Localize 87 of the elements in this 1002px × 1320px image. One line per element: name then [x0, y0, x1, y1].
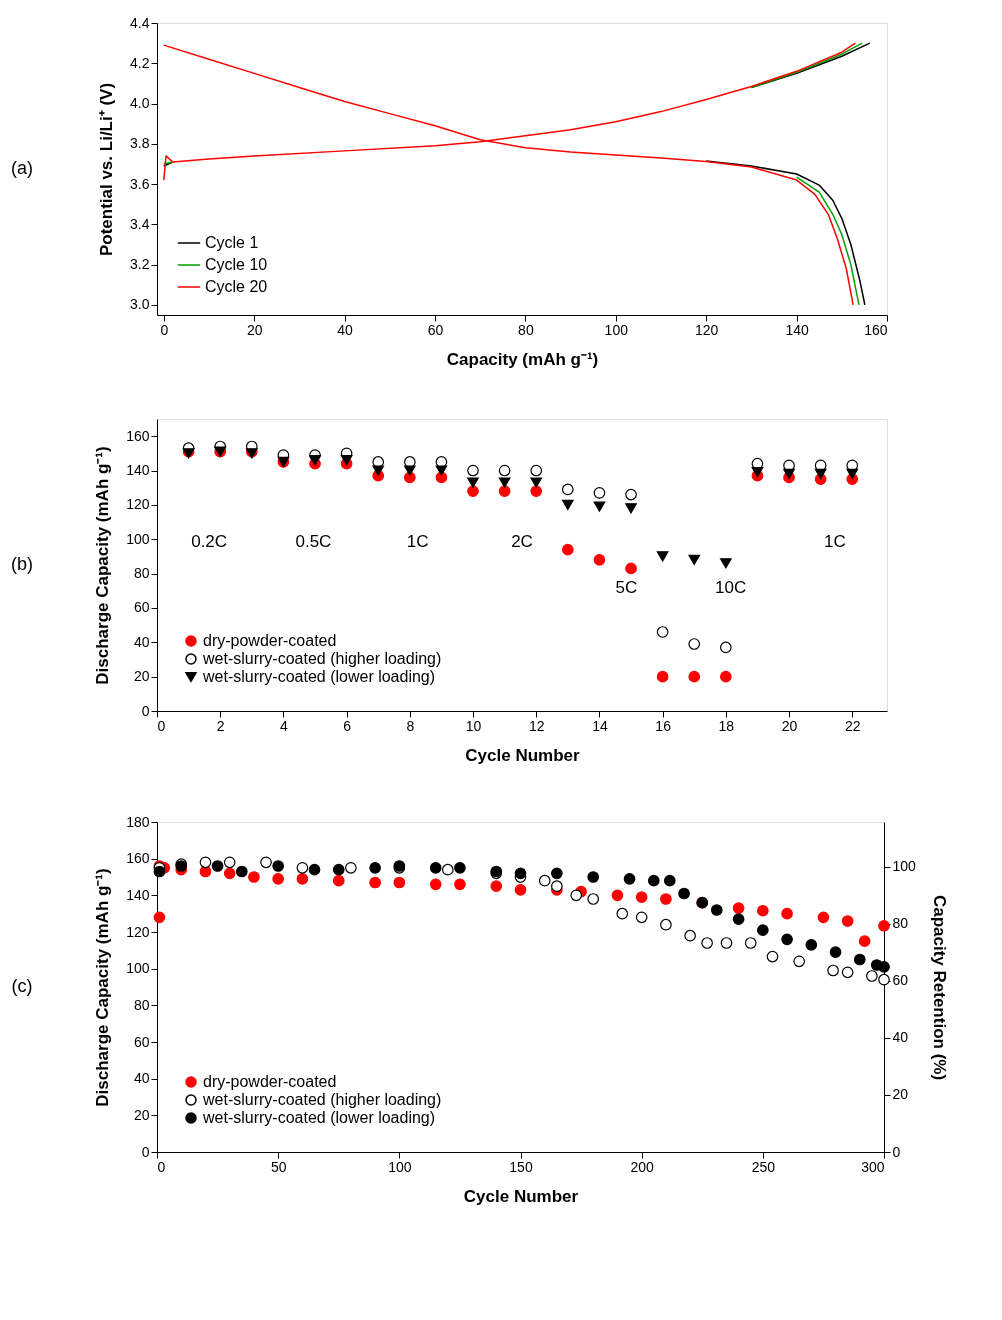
y-tick-label: 40 [133, 633, 150, 650]
x-tick-label: 0 [160, 321, 169, 338]
text: (a) [11, 158, 33, 178]
y-axis-title: Discharge Capacity (mAh g⁻¹) [93, 446, 113, 685]
x-tick-label: 160 [864, 321, 888, 338]
x-tick-label: 12 [528, 717, 545, 734]
x-tick-label: 60 [427, 321, 444, 338]
y-tick-label: 4.0 [130, 95, 150, 112]
y-tick-label: 0 [141, 1143, 150, 1160]
y-axis-title: Potential vs. Li/Li⁺ (V) [97, 82, 117, 257]
y2-tick-label: 60 [892, 972, 909, 989]
y-tick-label: 120 [126, 496, 150, 513]
y-tick-label: 3.6 [130, 175, 150, 192]
y-tick-label: 20 [133, 668, 150, 685]
y-tick-label: 60 [133, 599, 150, 616]
text: (b) [11, 554, 33, 574]
y-tick-label: 0 [141, 702, 150, 719]
x-tick-label: 4 [280, 717, 289, 734]
x-axis-title: Capacity (mAh g⁻¹) [446, 349, 599, 369]
y-tick-label: 80 [133, 565, 150, 582]
annotation: 5C [615, 577, 638, 597]
annotation: 10C [714, 577, 747, 597]
y-tick-label: 3.0 [130, 296, 150, 313]
x-tick-label: 140 [785, 321, 809, 338]
x-tick-label: 100 [604, 321, 629, 338]
x-tick-label: 16 [655, 717, 672, 734]
annotation: 1C [406, 531, 429, 551]
y-tick-label: 140 [126, 886, 150, 903]
annotation: 0.2C [191, 531, 228, 551]
x-tick-label: 120 [695, 321, 719, 338]
y2-tick-label: 80 [892, 915, 909, 932]
x-tick-label: 8 [406, 717, 415, 734]
legend-label: Cycle 1 [205, 234, 259, 251]
x-tick-label: 14 [592, 717, 608, 734]
x-tick-label: 100 [388, 1158, 412, 1175]
x-tick-label: 20 [246, 321, 263, 338]
x-tick-label: 22 [844, 717, 861, 734]
y2-axis-title: Capacity Retention (%) [929, 894, 949, 1081]
y-tick-label: 3.8 [130, 135, 150, 152]
y2-tick-label: 0 [892, 1143, 901, 1160]
annotation: 1C [823, 531, 846, 551]
y-tick-label: 4.4 [130, 14, 150, 31]
x-tick-label: 20 [781, 717, 798, 734]
legend-label: dry-powder-coated [203, 1073, 337, 1090]
text: (c) [11, 976, 33, 996]
x-tick-label: 80 [518, 321, 534, 338]
y-tick-label: 40 [133, 1070, 150, 1087]
x-tick-label: 0 [157, 1158, 166, 1175]
y-tick-label: 140 [126, 462, 150, 479]
y2-tick-label: 100 [892, 858, 917, 875]
x-tick-label: 300 [861, 1158, 885, 1175]
y-tick-label: 20 [133, 1106, 150, 1123]
x-tick-label: 18 [718, 717, 735, 734]
x-tick-label: 6 [343, 717, 352, 734]
annotation: 2C [511, 531, 533, 551]
y-tick-label: 3.2 [130, 256, 150, 273]
x-axis-title: Cycle Number [465, 745, 581, 765]
annotation: 0.5C [295, 531, 332, 551]
legend-label: wet-slurry-coated (higher loading) [202, 650, 442, 667]
y-tick-label: 80 [133, 996, 150, 1013]
legend-label: Cycle 20 [205, 278, 268, 295]
y-tick-label: 100 [126, 530, 150, 547]
y-tick-label: 160 [126, 850, 150, 867]
y-tick-label: 120 [126, 923, 150, 940]
y-tick-label: 4.2 [130, 54, 150, 71]
y2-tick-label: 20 [892, 1086, 909, 1103]
y2-tick-label: 40 [892, 1029, 909, 1046]
y-axis-title: Discharge Capacity (mAh g⁻¹) [93, 868, 113, 1107]
legend-label: dry-powder-coated [203, 632, 337, 649]
x-tick-label: 0 [157, 717, 166, 734]
y-tick-label: 100 [126, 960, 150, 977]
x-tick-label: 10 [465, 717, 482, 734]
x-tick-label: 2 [216, 717, 225, 734]
legend-label: wet-slurry-coated (higher loading) [202, 1091, 442, 1108]
legend-label: wet-slurry-coated (lower loading) [202, 1109, 436, 1126]
y-tick-label: 60 [133, 1033, 150, 1050]
x-tick-label: 200 [630, 1158, 655, 1175]
y-tick-label: 180 [126, 813, 150, 830]
y-tick-label: 160 [126, 427, 150, 444]
x-axis-title: Cycle Number [463, 1186, 579, 1206]
x-tick-label: 50 [270, 1158, 287, 1175]
legend-label: wet-slurry-coated (lower loading) [202, 668, 436, 685]
x-tick-label: 150 [509, 1158, 533, 1175]
y-tick-label: 3.4 [130, 215, 150, 232]
x-tick-label: 250 [751, 1158, 776, 1175]
legend-label: Cycle 10 [205, 256, 268, 273]
x-tick-label: 40 [337, 321, 354, 338]
